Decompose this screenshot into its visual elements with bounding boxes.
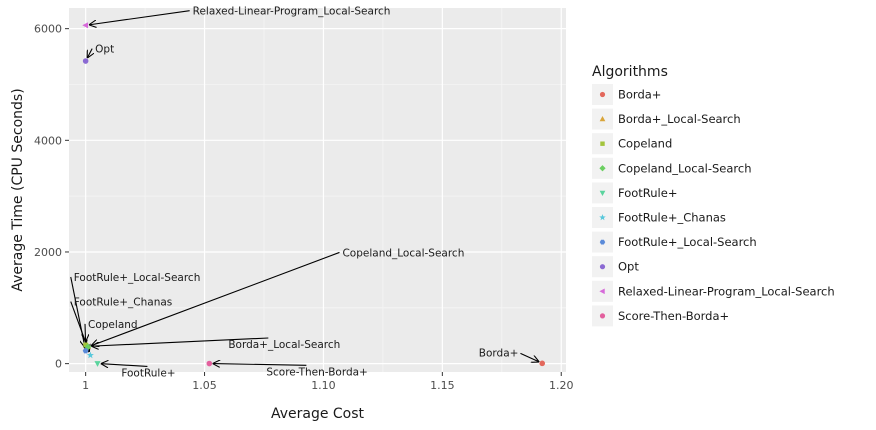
arrow-score-then-borda xyxy=(213,364,307,366)
data-points xyxy=(82,22,546,367)
plot-panel xyxy=(69,8,566,372)
x-tick-label: 1.15 xyxy=(430,379,455,392)
legend-key-score-then-borda xyxy=(599,313,606,319)
annotation-labels: Relaxed-Linear-Program_Local-Search Opt Co… xyxy=(74,6,519,380)
legend-label-opt: Opt xyxy=(618,260,639,274)
legend-label-borda: Borda+ xyxy=(618,88,661,102)
legend-key-borda xyxy=(599,91,606,98)
x-tick-label: 1 xyxy=(82,379,89,392)
arrow-copeland-local-search xyxy=(92,251,340,345)
legend-key-opt xyxy=(599,264,606,270)
point-footrule-chanas xyxy=(86,351,94,359)
legend-title: Algorithms xyxy=(592,64,668,80)
legend-label-copeland: Copeland xyxy=(618,137,672,151)
x-tick-label: 1.20 xyxy=(549,379,574,392)
y-tick-label: 2000 xyxy=(34,246,62,259)
point-borda xyxy=(539,360,546,367)
legend-key-copeland-local-search xyxy=(599,165,606,172)
point-copeland xyxy=(83,342,89,348)
axis-ticks: 1 1.05 1.10 1.15 1.20 0 2000 4000 6000 xyxy=(34,23,573,392)
legend-key-footrule xyxy=(599,190,606,197)
legend-label-footrule-chanas: FootRule+_Chanas xyxy=(618,211,726,225)
legend-label-borda-local-search: Borda+_Local-Search xyxy=(618,112,741,126)
legend-label-relaxed-linear-program-local-search: Relaxed-Linear-Program_Local-Search xyxy=(618,284,835,298)
legend: Algorithms Borda+ Borda+_Local-Search Cope… xyxy=(592,64,835,327)
point-footrule xyxy=(94,361,101,367)
annotation-relaxed-linear-program-local-search: Relaxed-Linear-Program_Local-Search xyxy=(193,6,391,18)
legend-key-relaxed-linear-program-local-search xyxy=(599,288,605,295)
arrow-footrule xyxy=(102,364,148,367)
point-opt xyxy=(82,58,89,64)
x-tick-label: 1.05 xyxy=(192,379,217,392)
arrow-borda-local-search xyxy=(92,337,269,346)
point-relaxed-linear-program-local-search xyxy=(82,22,89,29)
legend-key-footrule-local-search xyxy=(599,239,606,245)
arrow-borda xyxy=(520,352,538,361)
arrow-relaxed-linear-program-local-search xyxy=(90,10,190,25)
annotation-footrule: FootRule+ xyxy=(121,367,175,379)
legend-key-borda-local-search xyxy=(599,115,606,122)
annotation-opt: Opt xyxy=(95,44,114,56)
x-axis-title: Average Cost xyxy=(271,406,365,422)
legend-key-copeland xyxy=(600,141,605,146)
annotation-copeland: Copeland xyxy=(88,319,138,331)
legend-label-score-then-borda: Score-Then-Borda+ xyxy=(618,309,729,323)
y-tick-label: 0 xyxy=(55,358,62,371)
legend-label-footrule: FootRule+ xyxy=(618,186,677,200)
legend-label-copeland-local-search: Copeland_Local-Search xyxy=(618,161,752,175)
y-axis-title: Average Time (CPU Seconds) xyxy=(10,88,26,291)
x-tick-label: 1.10 xyxy=(311,379,336,392)
arrow-copeland xyxy=(85,323,86,341)
point-footrule-local-search xyxy=(82,348,89,354)
point-score-then-borda xyxy=(206,360,213,367)
y-tick-label: 6000 xyxy=(34,23,62,36)
legend-label-footrule-local-search: FootRule+_Local-Search xyxy=(618,235,757,249)
annotation-borda: Borda+ xyxy=(479,347,519,359)
annotation-borda-local-search: Borda+_Local-Search xyxy=(228,339,340,351)
annotation-arrows xyxy=(70,10,539,367)
annotation-footrule-local-search: FootRule+_Local-Search xyxy=(74,272,201,284)
grid-lines xyxy=(69,8,566,372)
arrow-opt xyxy=(88,48,93,58)
point-copeland-local-search xyxy=(84,343,92,351)
legend-key-footrule-chanas xyxy=(599,214,606,221)
y-tick-label: 4000 xyxy=(34,134,62,147)
annotation-footrule-chanas: FootRule+_Chanas xyxy=(74,297,173,309)
annotation-score-then-borda: Score-Then-Borda+ xyxy=(266,366,368,378)
annotation-copeland-local-search: Copeland_Local-Search xyxy=(342,247,464,259)
